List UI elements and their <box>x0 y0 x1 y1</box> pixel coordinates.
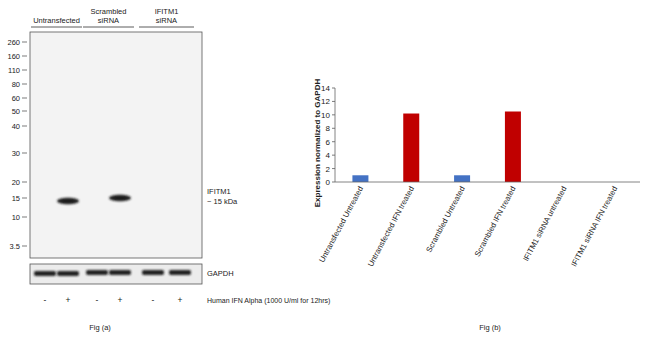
lane-group-label: Untransfected <box>33 16 80 25</box>
lane-group-label: siRNA <box>98 16 119 25</box>
caption: Fig (a) <box>89 323 111 332</box>
treatment-sign: - <box>152 295 155 305</box>
y-tick-label: 0 <box>326 178 331 187</box>
lane-group-label: IFITM1 <box>155 7 179 16</box>
marker-tick <box>22 70 27 71</box>
y-tick-label: 12 <box>321 97 330 106</box>
figure: UntransfectedScrambledsiRNAIFITM1siRNA26… <box>0 0 650 355</box>
marker-tick <box>22 111 27 112</box>
x-tick-label: Scrambled Untreated <box>424 185 467 254</box>
loading-band <box>142 270 164 275</box>
marker-label: 3.5 <box>10 242 20 251</box>
bar <box>352 175 368 182</box>
loading-band <box>169 270 191 275</box>
y-axis <box>335 88 336 182</box>
y-tick-label: 8 <box>326 124 331 133</box>
band-label: ~ 15 kDa <box>207 197 238 206</box>
y-tick-label: 10 <box>321 111 330 120</box>
marker-label: 30 <box>12 149 20 158</box>
marker-label: 20 <box>12 178 20 187</box>
loading-control-label: GAPDH <box>207 269 234 278</box>
marker-label: 10 <box>12 213 20 222</box>
x-tick-label: IFITM1 siRNA IFN treated <box>569 185 619 268</box>
marker-label: 50 <box>12 107 20 116</box>
y-tick <box>332 182 335 183</box>
bar <box>505 112 521 183</box>
lane-group-label: siRNA <box>156 16 177 25</box>
marker-label: 80 <box>12 80 20 89</box>
marker-tick <box>22 153 27 154</box>
x-tick-label: Untransfected IFN treated <box>366 185 416 268</box>
treatment-sign: + <box>178 295 183 305</box>
x-tick-label: Scrambled IFN treated <box>473 185 518 258</box>
x-tick-label: IFITM1 siRNA untreated <box>521 185 568 263</box>
treatment-label: Human IFN Alpha (1000 U/ml for 12hrs) <box>207 297 330 305</box>
marker-label: 160 <box>7 52 20 61</box>
lane-group-underline <box>83 27 134 28</box>
caption: Fig (b) <box>479 323 501 332</box>
loading-band <box>57 271 79 276</box>
y-tick-label: 6 <box>326 138 331 147</box>
lane-group-label: Scrambled <box>91 7 127 16</box>
lane-group-underline <box>139 27 194 28</box>
marker-tick <box>22 217 27 218</box>
marker-tick <box>22 98 27 99</box>
y-tick <box>332 114 335 115</box>
y-tick <box>332 88 335 89</box>
y-tick-label: 14 <box>321 84 330 93</box>
loading-band <box>34 271 56 276</box>
lane-group-underline <box>31 27 82 28</box>
x-axis <box>335 182 640 183</box>
marker-label: 15 <box>12 194 20 203</box>
protein-band <box>142 195 164 201</box>
blot-membrane <box>30 32 202 258</box>
treatment-sign: + <box>66 295 71 305</box>
marker-label: 260 <box>7 38 20 47</box>
band-label: IFITM1 <box>207 187 231 196</box>
marker-tick <box>22 84 27 85</box>
marker-tick <box>22 42 27 43</box>
treatment-sign: - <box>44 295 47 305</box>
marker-tick <box>22 56 27 57</box>
loading-band <box>109 270 131 275</box>
y-tick-label: 2 <box>326 165 331 174</box>
protein-band <box>86 195 108 201</box>
y-tick <box>332 141 335 142</box>
protein-band <box>34 198 56 204</box>
y-tick <box>332 155 335 156</box>
treatment-sign: - <box>96 295 99 305</box>
bars <box>352 112 520 183</box>
marker-label: 60 <box>12 94 20 103</box>
marker-label: 110 <box>8 66 20 75</box>
marker-label: 40 <box>12 122 20 131</box>
y-tick <box>332 128 335 129</box>
y-axis-label: Expression normalized to GAPDH <box>313 79 322 208</box>
marker-tick <box>22 246 27 247</box>
treatment-sign: + <box>118 295 123 305</box>
protein-band <box>57 198 79 204</box>
bar <box>403 114 419 182</box>
y-tick <box>332 168 335 169</box>
marker-tick <box>22 198 27 199</box>
protein-band <box>109 195 131 201</box>
y-tick-label: 4 <box>326 151 331 160</box>
x-tick-label: Untransfected Untreated <box>317 185 365 264</box>
protein-band <box>169 195 191 201</box>
background <box>0 0 650 355</box>
y-tick <box>332 101 335 102</box>
marker-tick <box>22 182 27 183</box>
bar <box>454 175 470 182</box>
loading-band <box>86 270 108 275</box>
marker-tick <box>22 126 27 127</box>
loading-control-strip <box>30 264 202 284</box>
